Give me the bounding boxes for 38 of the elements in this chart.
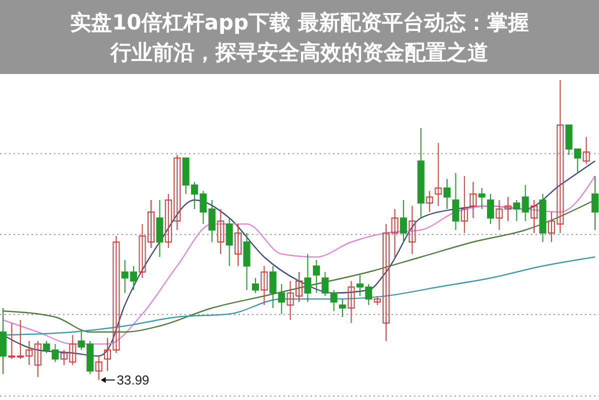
candlestick — [408, 206, 416, 254]
chart-title: 实盘10倍杠杆app下载 最新配资平台动态：掌握行业前沿，探寻安全高效的资金配置之道 — [70, 10, 529, 64]
candlestick — [487, 194, 494, 224]
candlestick — [260, 266, 268, 306]
candlestick — [234, 224, 242, 266]
candlestick — [156, 200, 164, 258]
candlestick — [0, 308, 6, 374]
candlestick — [400, 200, 407, 242]
candlestick — [444, 178, 450, 210]
candlestick — [434, 142, 442, 206]
candlestick — [217, 208, 224, 254]
candlestick — [522, 184, 529, 222]
candlestick — [513, 200, 520, 222]
candlestick — [339, 298, 346, 318]
candlestick — [504, 196, 512, 222]
candlestick — [34, 340, 42, 378]
candlestick — [312, 260, 320, 294]
candlestick — [304, 254, 312, 302]
candlestick — [208, 200, 216, 242]
candlestick — [95, 356, 102, 380]
candlestick — [478, 188, 486, 210]
annotation: 33.99 — [116, 372, 150, 388]
candlestick — [592, 176, 598, 230]
candlestick — [348, 280, 355, 324]
candlestick — [391, 208, 398, 258]
candlestick — [322, 272, 329, 296]
candlestick — [460, 176, 468, 234]
candlestick — [530, 200, 538, 234]
candlestick — [8, 322, 16, 360]
candlestick — [226, 218, 233, 266]
candlestick — [426, 190, 434, 212]
candlestick — [243, 232, 250, 290]
candlestick — [252, 278, 259, 294]
candlestick — [496, 200, 503, 230]
candlestick — [582, 136, 590, 164]
candlestick — [470, 182, 477, 218]
candlestick — [330, 290, 338, 312]
candlestick — [452, 172, 460, 230]
